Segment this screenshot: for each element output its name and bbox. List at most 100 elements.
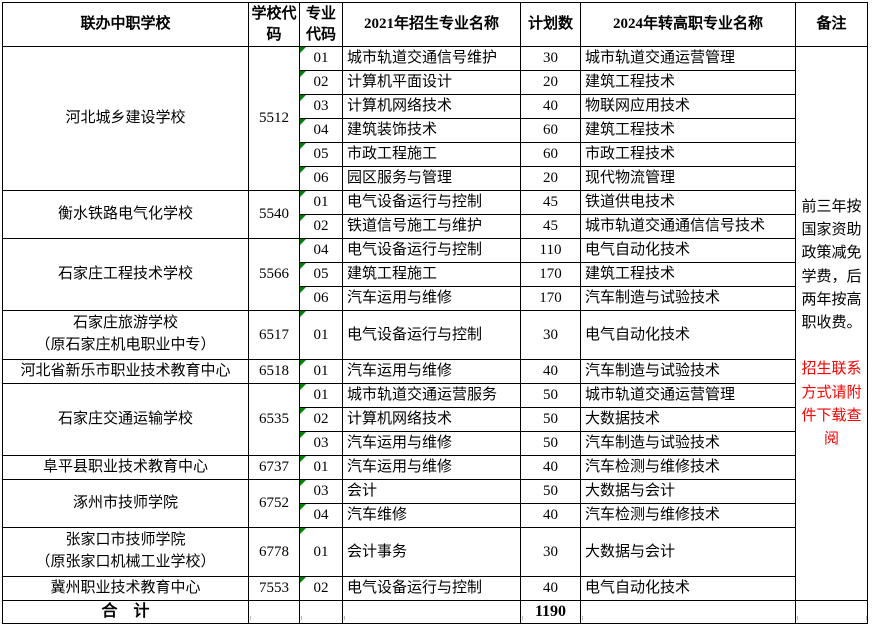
major-code-cell: 03 xyxy=(299,94,343,119)
plan-count-cell: 40 xyxy=(520,503,581,528)
major-code-cell: 02 xyxy=(299,407,343,432)
error-flag-icon xyxy=(300,408,306,414)
error-flag-icon xyxy=(300,577,306,583)
school-name: 河北城乡建设学校 xyxy=(65,109,186,126)
plan-count-cell: 45 xyxy=(520,214,581,239)
major-2021-cell: 铁道信号施工与维护 xyxy=(342,214,521,239)
major-2024-cell: 城市轨道交通运营管理 xyxy=(580,383,796,408)
total-empty-school-code-cell xyxy=(248,600,300,624)
table-row: 02 计算机网络技术 50 大数据技术 xyxy=(3,407,868,432)
major-2021-cell: 计算机平面设计 xyxy=(342,70,521,95)
plan-count-cell: 40 xyxy=(520,359,581,384)
plan-count-cell: 50 xyxy=(520,383,581,408)
school-name-cell: 衡水铁路电气化学校 xyxy=(2,190,249,239)
school-name: 河北省新乐市职业技术教育中心 xyxy=(20,362,231,379)
school-code-cell: 6778 xyxy=(248,527,300,577)
major-2021-cell: 计算机网络技术 xyxy=(342,94,521,119)
school-name-cell: 张家口市技师学院 （原张家口机械工业学校） xyxy=(2,527,249,577)
remark-highlight-text: 招生联系方式请附件下载查阅 xyxy=(801,361,862,447)
major-code-cell: 01 xyxy=(299,190,343,215)
table-body: 河北城乡建设学校 5512 01 城市轨道交通信号维护 30 城市轨道交通运营管理 前三年按… xyxy=(2,46,868,601)
major-2021-cell: 汽车维修 xyxy=(342,503,521,528)
major-2021-cell: 电气设备运行与控制 xyxy=(342,576,521,601)
error-flag-icon xyxy=(300,311,306,317)
plan-count-cell: 60 xyxy=(520,118,581,143)
plan-count-cell: 60 xyxy=(520,142,581,167)
major-2024-cell: 电气自动化技术 xyxy=(580,238,796,263)
major-code: 05 xyxy=(313,266,329,283)
school-code-cell: 5566 xyxy=(248,238,300,311)
header-row: 联办中职学校 学校代码 专业代码 2021年招生专业名称 计划数 2024年转高… xyxy=(2,2,868,47)
major-2024-cell: 建筑工程技术 xyxy=(580,262,796,287)
major-code-cell: 03 xyxy=(299,479,343,504)
major-2021-cell: 会计 xyxy=(342,479,521,504)
major-code-cell: 01 xyxy=(299,455,343,480)
table-row: 05 建筑工程施工 170 建筑工程技术 xyxy=(3,262,868,287)
total-empty-major-2021-cell xyxy=(342,600,521,624)
col-header-remark: 备注 xyxy=(795,2,868,47)
major-code-cell: 05 xyxy=(299,142,343,167)
plan-count-cell: 30 xyxy=(520,527,581,577)
error-flag-icon xyxy=(300,119,306,125)
gridline-stub xyxy=(866,616,867,620)
school-code-cell: 5512 xyxy=(248,46,300,191)
major-code: 01 xyxy=(313,194,329,211)
school-name-cell: 冀州职业技术教育中心 xyxy=(2,576,249,601)
major-2021-cell: 汽车运用与维修 xyxy=(342,286,521,311)
major-2021-cell: 汽车运用与维修 xyxy=(342,431,521,456)
school-code-cell: 6518 xyxy=(248,359,300,384)
table-row: 04 建筑装饰技术 60 建筑工程技术 xyxy=(3,118,868,143)
major-code: 02 xyxy=(313,218,329,235)
major-code-cell: 01 xyxy=(299,46,343,71)
error-flag-icon xyxy=(300,456,306,462)
major-2024-cell: 汽车检测与维修技术 xyxy=(580,455,796,480)
major-code: 03 xyxy=(313,435,329,452)
major-2024-cell: 汽车制造与试验技术 xyxy=(580,359,796,384)
total-row: 合 计 1190 xyxy=(2,600,868,624)
plan-count-cell: 20 xyxy=(520,70,581,95)
error-flag-icon xyxy=(300,384,306,390)
major-code-cell: 02 xyxy=(299,576,343,601)
school-former-name: （原石家庄机电职业中专） xyxy=(35,337,216,353)
plan-count-cell: 40 xyxy=(520,94,581,119)
major-2021-cell: 汽车运用与维修 xyxy=(342,359,521,384)
table-row: 03 计算机网络技术 40 物联网应用技术 xyxy=(3,94,868,119)
school-name: 冀州职业技术教育中心 xyxy=(50,579,201,596)
school-name-cell: 石家庄工程技术学校 xyxy=(2,238,249,311)
major-2024-cell: 汽车制造与试验技术 xyxy=(580,431,796,456)
major-2021-cell: 建筑装饰技术 xyxy=(342,118,521,143)
error-flag-icon xyxy=(300,95,306,101)
error-flag-icon xyxy=(300,215,306,221)
total-empty-remark-cell xyxy=(795,600,868,624)
gridline-stub xyxy=(522,616,523,620)
plan-count-cell: 170 xyxy=(520,262,581,287)
school-name-cell: 涿州市技师学院 xyxy=(2,479,249,528)
error-flag-icon xyxy=(300,480,306,486)
major-code: 03 xyxy=(313,483,329,500)
plan-count-cell: 20 xyxy=(520,166,581,191)
major-code-cell: 06 xyxy=(299,166,343,191)
plan-count-cell: 40 xyxy=(520,576,581,601)
major-2021-cell: 园区服务与管理 xyxy=(342,166,521,191)
table-row: 02 计算机平面设计 20 建筑工程技术 xyxy=(3,70,868,95)
major-2024-cell: 建筑工程技术 xyxy=(580,70,796,95)
school-name-cell: 石家庄旅游学校 （原石家庄机电职业中专） xyxy=(2,310,249,360)
major-2024-cell: 大数据与会计 xyxy=(580,527,796,577)
major-2024-cell: 市政工程技术 xyxy=(580,142,796,167)
col-header-major-code: 专业代码 xyxy=(299,2,343,47)
school-former-name: （原张家口机械工业学校） xyxy=(35,554,216,570)
error-flag-icon xyxy=(300,528,306,534)
total-empty-major-2024-cell xyxy=(580,600,796,624)
plan-count-cell: 50 xyxy=(520,407,581,432)
major-code: 05 xyxy=(313,146,329,163)
major-code-cell: 06 xyxy=(299,286,343,311)
school-name: 石家庄交通运输学校 xyxy=(57,410,193,427)
major-2024-cell: 物联网应用技术 xyxy=(580,94,796,119)
major-2024-cell: 建筑工程技术 xyxy=(580,118,796,143)
total-empty-major-code-cell xyxy=(299,600,343,624)
school-code-cell: 6517 xyxy=(248,310,300,360)
major-2021-cell: 电气设备运行与控制 xyxy=(342,238,521,263)
major-code: 03 xyxy=(313,98,329,115)
major-code-cell: 04 xyxy=(299,118,343,143)
